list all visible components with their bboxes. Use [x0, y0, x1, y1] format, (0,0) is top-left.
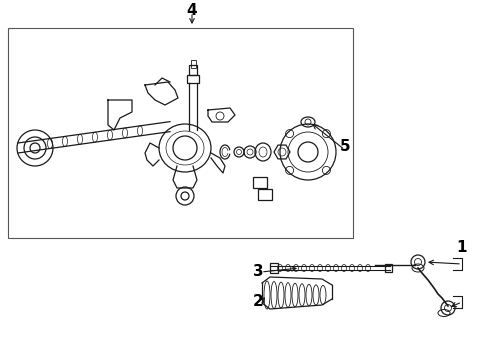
- Bar: [191, 60, 196, 68]
- Text: 4: 4: [187, 3, 197, 18]
- Bar: [187, 75, 199, 83]
- Bar: [253, 177, 267, 188]
- Bar: [385, 264, 392, 272]
- Text: 1: 1: [457, 240, 467, 256]
- Bar: [189, 65, 197, 75]
- Bar: [258, 189, 272, 200]
- Bar: [8, 28, 353, 238]
- Text: 3: 3: [253, 265, 263, 279]
- Text: 2: 2: [253, 294, 264, 310]
- Bar: [270, 263, 278, 273]
- Text: 5: 5: [340, 139, 350, 153]
